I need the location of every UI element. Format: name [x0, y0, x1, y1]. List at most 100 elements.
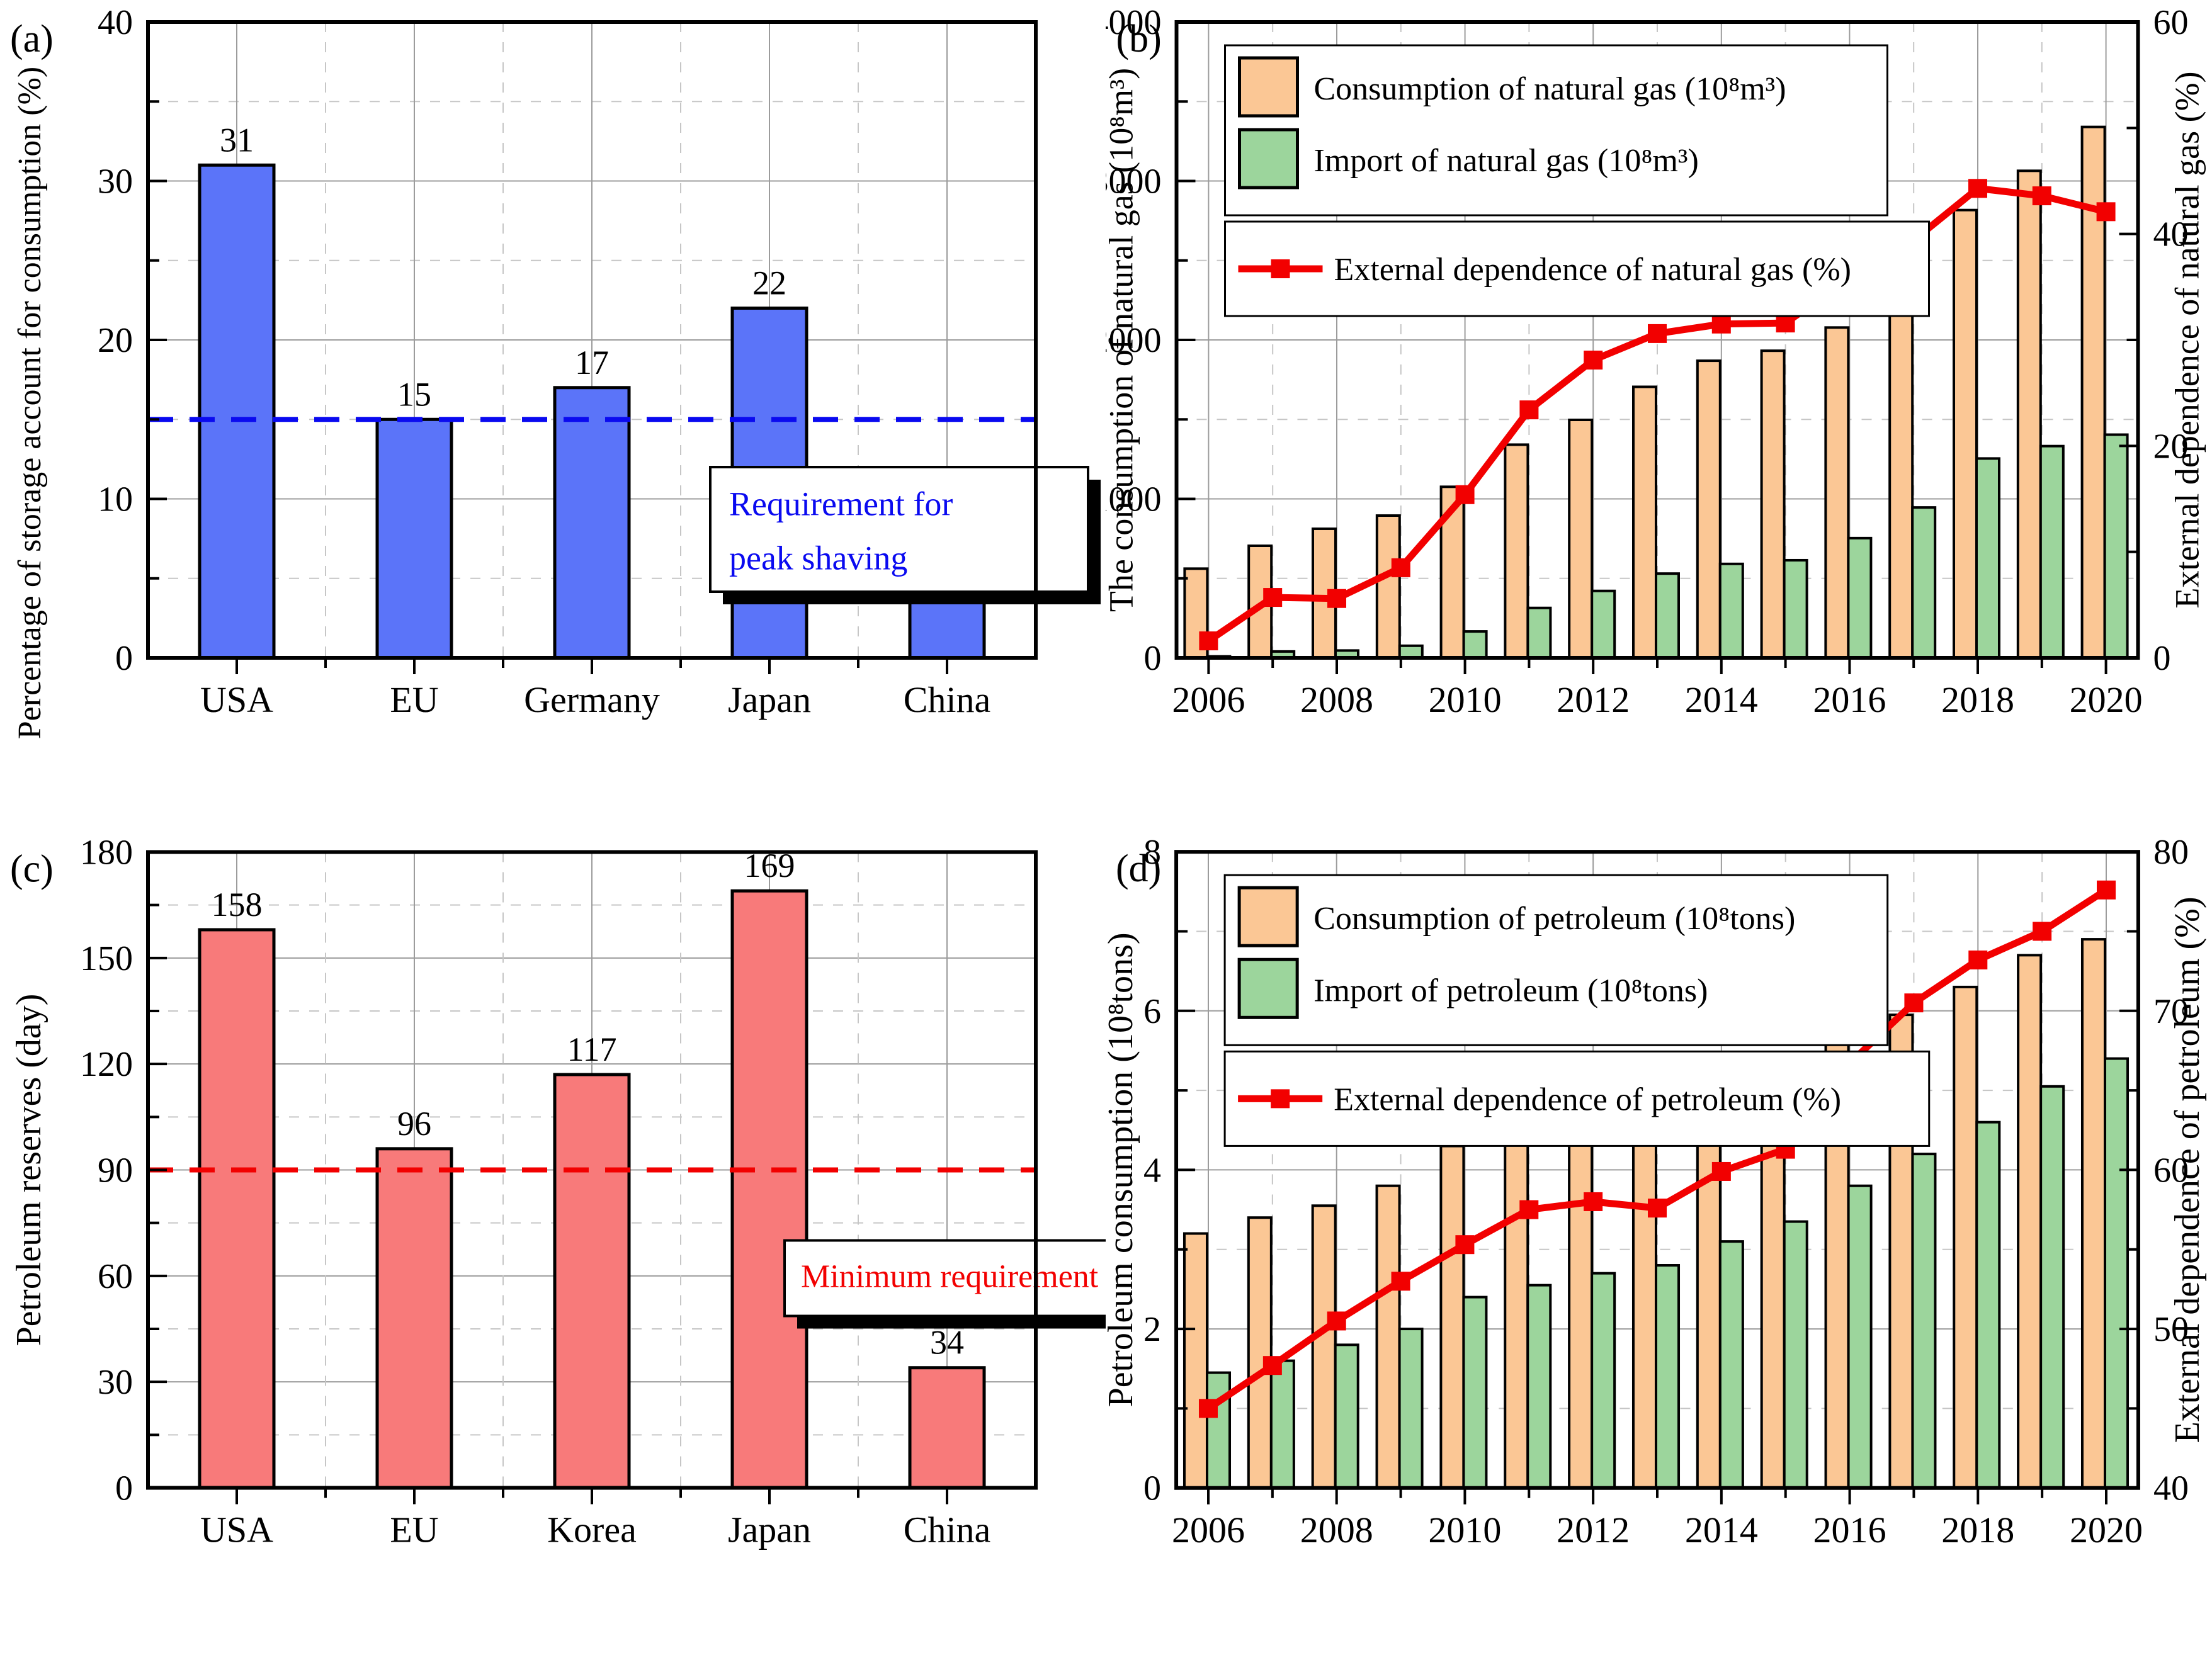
x-year-label: 2008 — [1300, 679, 1373, 720]
dependence-marker-2018 — [1968, 950, 1988, 969]
legend-entry-label: External dependence of petroleum (%) — [1334, 1081, 1841, 1117]
y-tick-label: 0 — [115, 639, 133, 678]
dependence-marker-2018 — [1968, 179, 1987, 198]
panel-b-natural-gas-combo-chart: 0 20 40 60 0 1000 2000 3000 4000 2006 2008 2010 2012… — [1106, 0, 2212, 830]
x-category-label: Japan — [728, 1510, 811, 1550]
consumption-bar-2015 — [1760, 349, 1786, 659]
dependence-marker-2009 — [1391, 558, 1410, 577]
y-tick-label: 2 — [1143, 1310, 1161, 1349]
import-bar-2016 — [1847, 536, 1873, 659]
dependence-marker-2008 — [1327, 589, 1346, 608]
x-category-label: China — [904, 1510, 991, 1550]
consumption-bar-2019 — [2016, 169, 2042, 659]
bar-USA — [198, 928, 276, 1489]
y2-tick-label: 40 — [2153, 1469, 2189, 1508]
import-bar-2018 — [1975, 457, 2000, 659]
dependence-marker-2013 — [1648, 324, 1667, 343]
x-category-label: China — [904, 679, 991, 720]
import-bar-2019 — [2039, 1085, 2065, 1489]
x-year-label: 2008 — [1300, 1510, 1373, 1550]
consumption-bar-2007 — [1247, 1216, 1273, 1489]
x-year-label: 2006 — [1172, 679, 1245, 720]
import-bar-2015 — [1783, 1220, 1808, 1489]
import-bar-2017 — [1911, 506, 1937, 660]
dependence-marker-2006 — [1199, 631, 1218, 651]
y-axis-title: The consumption of natural gas (10⁸m³) — [1106, 68, 1140, 612]
annotation-text: Minimum requirement — [801, 1258, 1099, 1294]
y-tick-label: 1000 — [1106, 480, 1162, 519]
x-category-label: USA — [200, 679, 273, 720]
x-category-label: EU — [390, 679, 438, 720]
import-bar-2020 — [2103, 433, 2129, 659]
x-year-label: 2010 — [1428, 1510, 1501, 1550]
x-year-label: 2016 — [1813, 1510, 1886, 1550]
bar-value-label: 31 — [220, 121, 254, 159]
consumption-bar-2013 — [1631, 1097, 1657, 1489]
consumption-bar-2009 — [1375, 1184, 1401, 1489]
x-category-label: USA — [200, 1510, 273, 1550]
consumption-bar-2016 — [1824, 326, 1850, 659]
consumption-bar-2013 — [1632, 385, 1657, 659]
legend-box-bars — [1224, 44, 1888, 217]
import-bar-2007 — [1269, 1359, 1295, 1489]
y2-tick-label: 70 — [2153, 992, 2189, 1031]
legend-entry-label: External dependence of natural gas (%) — [1334, 252, 1852, 288]
x-year-label: 2018 — [1941, 1510, 2014, 1550]
y-axis-title: Petroleum consumption (10⁸tons) — [1106, 932, 1140, 1407]
import-bar-2014 — [1718, 1240, 1744, 1489]
import-bar-2017 — [1911, 1153, 1937, 1489]
y-tick-label: 20 — [98, 321, 133, 360]
y-tick-label: 150 — [80, 939, 133, 978]
import-bar-2016 — [1847, 1184, 1873, 1489]
bar-China — [908, 1366, 986, 1489]
bar-value-label: 15 — [397, 375, 431, 413]
legend-entry-label: Import of petroleum (10⁸tons) — [1313, 973, 1708, 1008]
y-tick-label: 0 — [1144, 639, 1162, 678]
dependence-marker-2020 — [2096, 880, 2116, 900]
legend-swatch — [1237, 957, 1299, 1019]
dependence-marker-2014 — [1711, 1161, 1731, 1181]
x-year-label: 2010 — [1429, 679, 1502, 720]
consumption-bar-2020 — [2080, 938, 2107, 1489]
y-tick-label: 90 — [98, 1151, 133, 1190]
y2-tick-label: 60 — [2153, 1151, 2189, 1190]
consumption-bar-2012 — [1568, 419, 1594, 659]
x-year-label: 2020 — [2070, 679, 2143, 720]
legend-box-line — [1223, 1050, 1931, 1147]
dependence-marker-2010 — [1455, 485, 1475, 504]
y2-tick-label: 80 — [2153, 833, 2189, 872]
x-year-label: 2018 — [1941, 679, 2014, 720]
dependence-marker-2019 — [2033, 922, 2052, 941]
plot-border — [1174, 850, 2140, 1490]
x-year-label: 2006 — [1172, 1510, 1245, 1550]
bar-EU — [375, 417, 453, 660]
legend-entry-label: Consumption of natural gas (10⁸m³) — [1314, 71, 1786, 107]
x-year-label: 2014 — [1685, 1510, 1758, 1550]
bar-value-label: 158 — [212, 886, 263, 923]
bar-USA — [198, 163, 276, 660]
dependence-marker-2008 — [1327, 1311, 1346, 1331]
x-category-label: Germany — [524, 679, 660, 720]
y2-tick-label: 50 — [2153, 1310, 2189, 1349]
panel-letter: (c) — [10, 848, 54, 891]
x-year-label: 2012 — [1557, 1510, 1630, 1550]
dependence-marker-2013 — [1647, 1199, 1667, 1218]
y-tick-label: 3000 — [1106, 162, 1162, 201]
dependence-marker-2019 — [2032, 186, 2051, 206]
bar-EU — [375, 1147, 453, 1490]
panel-d-petroleum-combo-chart: 40 50 60 70 80 0 2 4 6 8 2006 2008 2010 2012 2014 2016 2… — [1106, 830, 2212, 1660]
consumption-bar-2014 — [1696, 359, 1721, 659]
consumption-bar-2011 — [1504, 443, 1529, 660]
y-tick-label: 120 — [80, 1045, 133, 1084]
bar-Korea — [553, 1073, 631, 1489]
dependence-marker-2011 — [1519, 1200, 1539, 1219]
dependence-marker-2012 — [1584, 1192, 1603, 1211]
import-bar-2018 — [1975, 1121, 2001, 1489]
import-bar-2013 — [1655, 572, 1680, 659]
import-bar-2015 — [1783, 558, 1808, 660]
bar-value-label: 96 — [397, 1105, 431, 1143]
dependence-marker-2006 — [1198, 1399, 1218, 1418]
x-category-label: EU — [390, 1510, 438, 1550]
y-tick-label: 2000 — [1106, 321, 1162, 360]
